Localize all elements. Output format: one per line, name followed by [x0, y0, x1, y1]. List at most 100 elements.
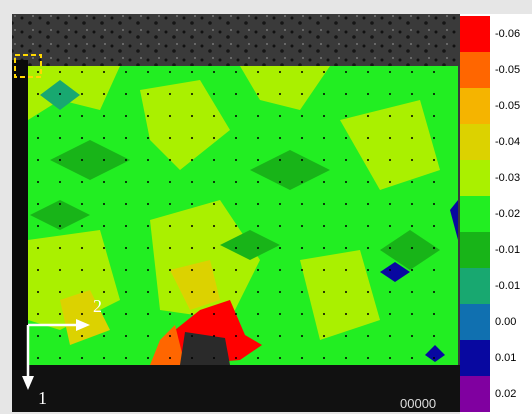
grid-point [59, 357, 61, 359]
grid-point [37, 335, 39, 337]
grid-points [37, 71, 435, 359]
grid-point [389, 203, 391, 205]
grid-point [147, 203, 149, 205]
colorbar-cell [460, 232, 490, 268]
grid-point [213, 357, 215, 359]
grid-point [389, 291, 391, 293]
grid-point [323, 93, 325, 95]
grid-point [59, 269, 61, 271]
grid-point [169, 71, 171, 73]
grid-point [389, 93, 391, 95]
grid-point [37, 93, 39, 95]
grid-point [389, 115, 391, 117]
grid-point [257, 269, 259, 271]
grid-point [125, 159, 127, 161]
grid-point [213, 181, 215, 183]
grid-point [279, 269, 281, 271]
grid-point [213, 71, 215, 73]
colorbar-cell [460, 268, 490, 304]
grid-point [59, 181, 61, 183]
grid-point [191, 291, 193, 293]
grid-point [125, 357, 127, 359]
grid-point [37, 247, 39, 249]
grid-point [345, 247, 347, 249]
grid-point [345, 137, 347, 139]
grid-point [411, 357, 413, 359]
grid-point [433, 181, 435, 183]
grid-point [433, 291, 435, 293]
grid-point [301, 313, 303, 315]
grid-point [389, 357, 391, 359]
grid-point [323, 115, 325, 117]
colorbar-cell [460, 376, 490, 412]
grid-point [279, 71, 281, 73]
grid-point [235, 335, 237, 337]
grid-point [81, 291, 83, 293]
grid-point [37, 115, 39, 117]
colorbar-label: -0.02 [495, 208, 520, 220]
grid-point [59, 137, 61, 139]
colorbar-label: -0.05 [495, 64, 520, 76]
grid-point [213, 93, 215, 95]
grid-point [301, 137, 303, 139]
grid-point [367, 181, 369, 183]
grid-point [433, 247, 435, 249]
grid-point [235, 181, 237, 183]
grid-point [411, 71, 413, 73]
grid-point [125, 313, 127, 315]
grid-point [301, 159, 303, 161]
grid-point [235, 313, 237, 315]
grid-point [191, 313, 193, 315]
grid-point [235, 203, 237, 205]
grid-point [37, 159, 39, 161]
grid-point [59, 313, 61, 315]
grid-point [389, 247, 391, 249]
grid-point [279, 137, 281, 139]
grid-point [191, 137, 193, 139]
grid-point [323, 313, 325, 315]
grid-point [367, 71, 369, 73]
grid-point [235, 225, 237, 227]
grid-point [81, 137, 83, 139]
grid-point [367, 335, 369, 337]
grid-point [367, 225, 369, 227]
grid-point [279, 291, 281, 293]
grid-point [37, 225, 39, 227]
grid-point [389, 225, 391, 227]
grid-point [345, 181, 347, 183]
grid-point [301, 269, 303, 271]
grid-point [411, 137, 413, 139]
grid-point [433, 313, 435, 315]
grid-point [37, 203, 39, 205]
grid-point [37, 291, 39, 293]
grid-point [301, 357, 303, 359]
colorbar-label: 0.01 [495, 352, 516, 364]
grid-point [125, 181, 127, 183]
grid-point [301, 71, 303, 73]
grid-point [147, 247, 149, 249]
grid-point [389, 181, 391, 183]
grid-point [235, 115, 237, 117]
grid-point [433, 115, 435, 117]
grid-point [235, 137, 237, 139]
grid-point [191, 71, 193, 73]
grid-point [81, 335, 83, 337]
grid-point [411, 247, 413, 249]
grid-point [323, 159, 325, 161]
grid-point [81, 115, 83, 117]
grid-point [213, 335, 215, 337]
grid-point [257, 137, 259, 139]
grid-point [411, 313, 413, 315]
grid-point [213, 115, 215, 117]
grid-point [191, 247, 193, 249]
grid-point [81, 203, 83, 205]
grid-point [147, 93, 149, 95]
grid-point [125, 247, 127, 249]
grid-point [37, 137, 39, 139]
grid-point [125, 225, 127, 227]
grid-point [103, 71, 105, 73]
grid-point [147, 159, 149, 161]
grid-point [81, 247, 83, 249]
grid-point [257, 357, 259, 359]
grid-point [367, 313, 369, 315]
